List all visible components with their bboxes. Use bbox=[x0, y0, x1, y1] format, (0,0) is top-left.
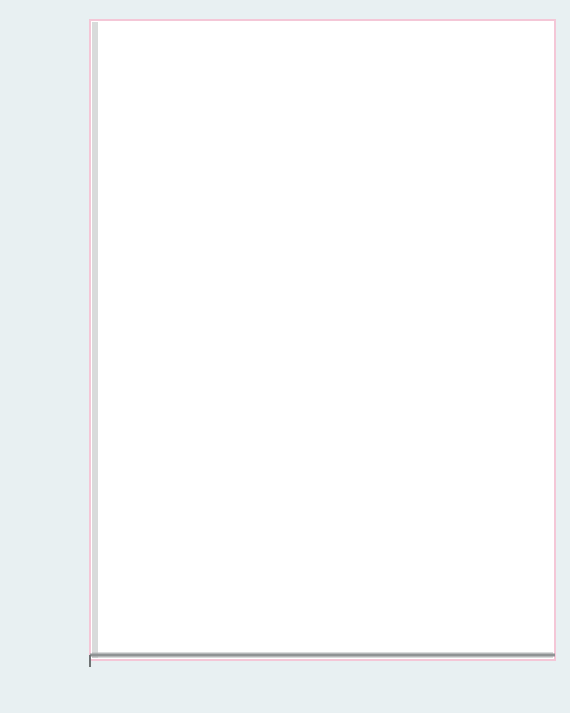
chart-svg bbox=[0, 0, 570, 713]
plot-area bbox=[90, 20, 555, 660]
figure-container bbox=[0, 0, 570, 713]
plot-bevel-left bbox=[92, 22, 98, 658]
